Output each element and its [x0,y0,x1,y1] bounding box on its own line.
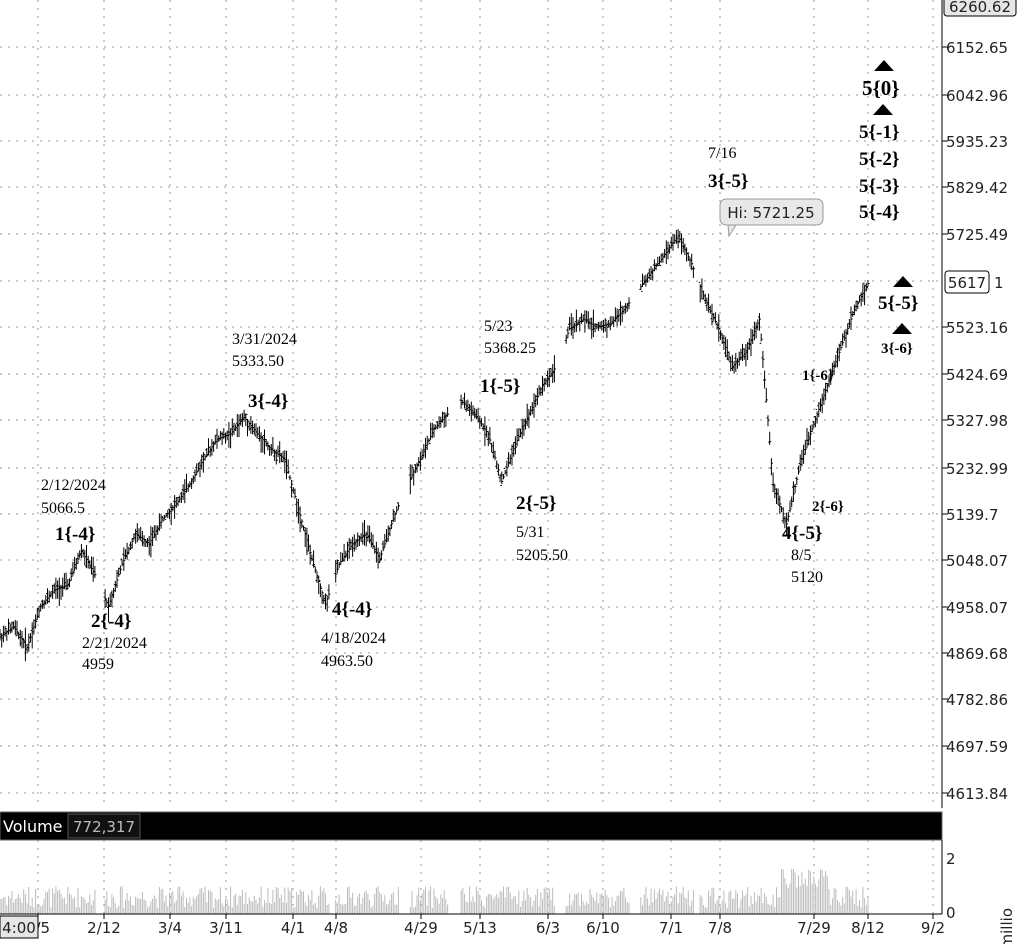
wave-label: 3{-5} [708,171,748,192]
target-arrow-0 [874,60,894,71]
date-tick-label: 8/12 [851,919,885,937]
wave-label: 4963.50 [321,653,373,670]
price-tick-label: 4869.68 [946,645,1008,663]
wave-label: 5333.50 [232,353,284,370]
date-tick-label: 4/29 [404,919,438,937]
date-tick-label: 7/29 [797,919,831,937]
target-arrow-5 [893,276,913,287]
price-tick-label: 5725.49 [946,226,1008,244]
wave-label: 5120 [791,569,823,586]
price-tick-label: 6042.96 [946,87,1008,105]
target-markers [873,60,913,334]
time-badge: 4:00 [0,915,39,939]
wave-label: 3/31/2024 [232,331,297,348]
wave-label: 5{-2} [859,149,899,170]
date-tick-label: 4/1 [281,919,305,937]
price-tick-label: 5048.07 [946,552,1008,570]
date-tick-label: 7/1 [659,919,683,937]
date-tick-label: 2/12 [87,919,121,937]
date-tick-label: 4/8 [324,919,348,937]
volume-unit-label: millio [998,908,1016,944]
volume-axis-tick-2: 2 [946,850,956,868]
price-tick-label: 5327.98 [946,412,1008,430]
wave-label: 7/16 [708,145,736,162]
current-price-suffix: 1 [994,274,1004,292]
price-tick-label: 4613.84 [946,785,1008,803]
date-tick-label: 3/4 [158,919,182,937]
date-tick-label: 3/11 [209,919,243,937]
wave-label: 5205.50 [516,547,568,564]
wave-label: 5/23 [484,318,512,335]
wave-label: 4{-4} [332,599,372,620]
date-tick-label: 7/8 [708,919,732,937]
grid [0,0,942,914]
wave-label: 5{-5} [878,293,918,314]
wave-label: 8/5 [791,547,811,564]
wave-label: 2/21/2024 [82,635,147,652]
current-price-label: 5617 [948,274,986,292]
price-tick-label: 4697.59 [946,738,1008,756]
target-arrow-6 [892,323,912,334]
price-tick-label: 4958.07 [946,599,1008,617]
wave-label: 4959 [82,656,114,673]
price-tick-label: 5829.42 [946,179,1008,197]
hi-callout-text: Hi: 5721.25 [727,204,814,222]
top-value-label: 6260.62 [949,0,1011,16]
volume-bars [0,869,869,914]
wave-label: 5066.5 [41,500,85,517]
wave-label: 2{-5} [516,493,556,514]
price-tick-label: 5523.16 [946,319,1008,337]
volume-header: Volume 772,317 [0,811,943,841]
wave-label: 3{-4} [248,391,288,412]
price-axis[interactable]: 6152.65 6042.96 5935.23 5829.42 5725.49 5523.… [942,39,1008,803]
time-label: 4:00 [2,919,36,937]
date-tick-label: 9/2 [921,919,945,937]
price-tick-label: 6152.65 [946,39,1008,57]
wave-label: 2/12/2024 [41,477,106,494]
volume-axis-tick-0: 0 [946,904,956,922]
wave-label: 5{-4} [859,202,899,223]
wave-label: 2{-4} [91,611,131,632]
wave-label: 5{-3} [859,176,899,197]
current-price-badge: 5617 1 [944,270,1004,294]
wave-label: 5/31 [516,524,544,541]
wave-annotations: 2/12/2024 5066.5 1{-4} 2{-4} 2/21/2024 4959 3/… [41,76,918,673]
wave-label: 5{-1} [859,122,899,143]
top-value-badge: 6260.62 [943,0,1017,17]
price-tick-label: 5232.99 [946,460,1008,478]
price-tick-label: 4782.86 [946,691,1008,709]
price-tick-label: 5424.69 [946,366,1008,384]
hi-callout: Hi: 5721.25 [719,198,824,238]
volume-value: 772,317 [73,818,135,836]
target-arrow-1 [873,104,893,115]
wave-label: 1{-4} [55,524,95,545]
price-candles [0,229,870,662]
wave-label: 1{-6} [802,368,834,384]
wave-label: 3{-6} [881,341,913,357]
wave-label: 4/18/2024 [321,630,386,647]
price-tick-label: 5139.7 [946,506,999,524]
date-tick-label: 6/3 [536,919,560,937]
date-tick-label: 5/13 [463,919,497,937]
wave-label: 5368.25 [484,340,536,357]
wave-label: 1{-5} [480,376,520,397]
date-tick-label: 6/10 [586,919,620,937]
price-tick-label: 5935.23 [946,133,1008,151]
volume-label: Volume [3,817,63,836]
wave-label: 4{-5} [782,523,822,544]
wave-label: 2{-6} [812,499,844,515]
wave-label: 5{0} [862,76,900,100]
